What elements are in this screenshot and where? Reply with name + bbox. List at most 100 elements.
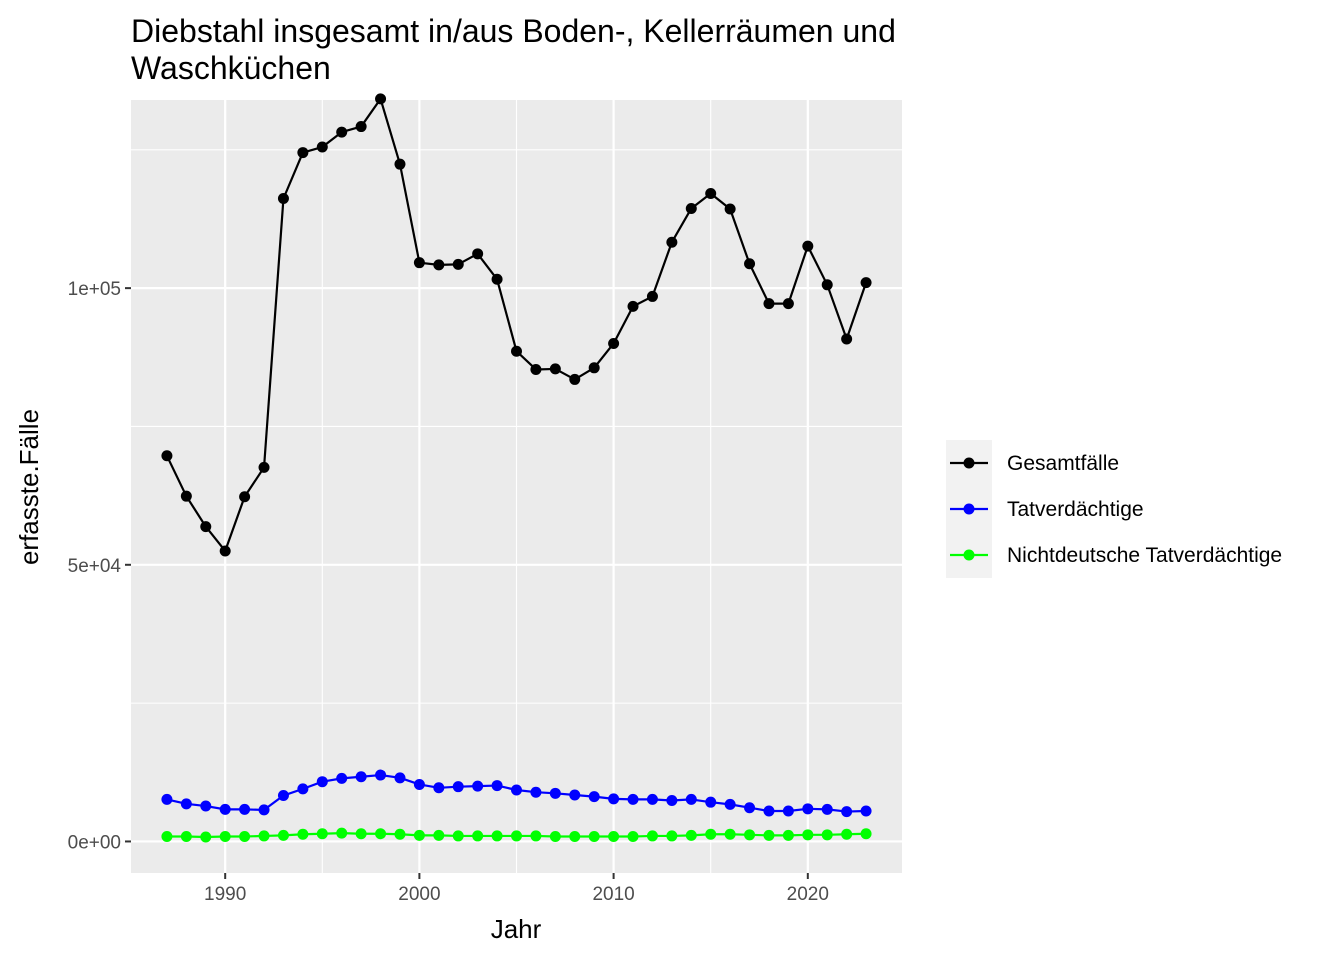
x-tick-label: 1990 xyxy=(204,884,246,905)
data-point xyxy=(860,828,872,840)
data-point xyxy=(802,829,814,841)
data-point xyxy=(161,830,173,842)
data-point xyxy=(161,793,173,805)
data-point xyxy=(802,803,814,815)
data-point xyxy=(277,790,289,802)
data-point xyxy=(841,333,853,345)
x-tick-label: 2010 xyxy=(592,884,634,905)
legend-key-point xyxy=(963,503,975,515)
data-point xyxy=(491,273,503,285)
data-point xyxy=(763,829,775,841)
data-point xyxy=(821,829,833,841)
data-point xyxy=(219,803,231,815)
data-point xyxy=(355,121,367,133)
data-point xyxy=(627,300,639,312)
data-point xyxy=(821,803,833,815)
data-point xyxy=(782,829,794,841)
data-point xyxy=(569,789,581,801)
data-point xyxy=(297,147,309,159)
data-point xyxy=(433,829,445,841)
data-point xyxy=(433,782,445,794)
series-1 xyxy=(161,93,872,557)
chart-title-line-1: Diebstahl insgesamt in/aus Boden-, Kelle… xyxy=(131,13,896,49)
data-point xyxy=(627,830,639,842)
x-axis-title: Jahr xyxy=(491,914,542,944)
data-point xyxy=(316,141,328,153)
legend-item-3: Nichtdeutsche Tatverdächtige xyxy=(950,544,1282,567)
data-point xyxy=(297,828,309,840)
data-point xyxy=(219,830,231,842)
data-point xyxy=(588,362,600,374)
data-point xyxy=(763,805,775,817)
data-point xyxy=(161,450,173,462)
data-point xyxy=(705,828,717,840)
data-point xyxy=(355,828,367,840)
data-point xyxy=(511,830,522,842)
x-tick-label: 2020 xyxy=(787,884,829,905)
data-point xyxy=(511,784,522,796)
data-point xyxy=(724,828,736,840)
data-point xyxy=(549,363,561,375)
data-point xyxy=(724,203,736,215)
data-point xyxy=(705,796,717,808)
y-axis-title: erfasste.Fälle xyxy=(14,409,44,565)
data-point xyxy=(472,248,484,260)
data-point xyxy=(277,829,289,841)
y-tick-label: 1e+05 xyxy=(68,279,121,300)
data-point xyxy=(200,831,212,843)
data-point xyxy=(841,806,853,818)
y-tick-label: 0e+00 xyxy=(68,832,121,853)
data-point xyxy=(666,795,678,807)
data-point xyxy=(744,258,756,270)
data-point xyxy=(627,793,639,805)
data-point xyxy=(860,277,872,289)
data-point xyxy=(588,791,600,803)
data-point xyxy=(200,800,212,812)
data-point xyxy=(511,345,522,357)
chart-title-line-2: Waschküchen xyxy=(131,50,331,86)
data-point xyxy=(685,829,697,841)
data-point xyxy=(666,236,678,248)
data-point xyxy=(646,793,658,805)
data-point xyxy=(200,521,212,533)
data-point xyxy=(608,337,620,349)
legend: Gesamtfälle Tatverdächtige Nichtdeutsche T… xyxy=(946,440,1282,578)
grid-major xyxy=(131,100,902,873)
data-point xyxy=(608,830,620,842)
data-point xyxy=(239,491,251,503)
data-point xyxy=(258,804,270,816)
data-point xyxy=(685,202,697,214)
data-point xyxy=(375,769,387,781)
data-point xyxy=(491,780,503,792)
data-point xyxy=(316,828,328,840)
data-point xyxy=(355,771,367,783)
data-point xyxy=(782,298,794,310)
data-point xyxy=(433,259,445,271)
data-point xyxy=(549,830,561,842)
data-point xyxy=(530,830,542,842)
data-point xyxy=(666,830,678,842)
data-point xyxy=(297,783,309,795)
legend-label: Gesamtfälle xyxy=(1007,452,1119,475)
data-point xyxy=(394,772,406,784)
data-point xyxy=(646,290,658,302)
data-point xyxy=(452,781,464,793)
data-point xyxy=(472,780,484,792)
legend-item-2: Tatverdächtige xyxy=(950,498,1144,521)
data-point xyxy=(413,829,425,841)
data-point xyxy=(744,802,756,814)
legend-key-point xyxy=(963,549,975,561)
data-point xyxy=(258,830,270,842)
data-point xyxy=(375,93,387,105)
data-point xyxy=(180,798,192,810)
data-point xyxy=(530,786,542,798)
data-point xyxy=(239,830,251,842)
data-point xyxy=(608,793,620,805)
series-layer xyxy=(161,93,872,843)
data-point xyxy=(841,828,853,840)
series-3 xyxy=(161,827,872,843)
data-point xyxy=(588,830,600,842)
data-point xyxy=(413,257,425,269)
legend-item-1: Gesamtfälle xyxy=(950,452,1119,475)
data-point xyxy=(394,828,406,840)
